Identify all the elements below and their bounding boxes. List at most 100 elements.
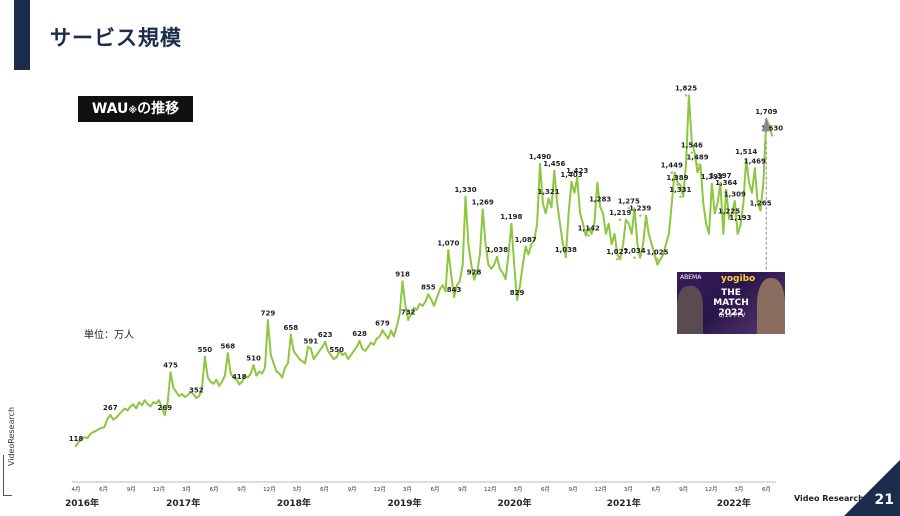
page-title: サービス規模 [50, 26, 182, 50]
data-point [576, 176, 579, 180]
data-label: 418 [232, 373, 247, 381]
annotation-arrowhead [762, 116, 771, 132]
promo-logo: yogibo [721, 274, 756, 284]
data-label: 1,546 [681, 142, 703, 150]
data-label: 1,709 [755, 108, 777, 116]
data-point [633, 256, 636, 259]
x-tick-label: 9月 [237, 486, 246, 493]
x-tick-label: 3月 [734, 486, 743, 493]
data-point [495, 255, 499, 259]
data-label: 1,269 [472, 199, 494, 207]
data-label: 1,025 [646, 249, 668, 257]
data-label: 1,403 [560, 171, 582, 179]
data-label: 1,275 [618, 197, 640, 205]
data-label: 591 [304, 338, 319, 346]
data-point [710, 182, 714, 186]
data-point [570, 180, 573, 184]
data-point [74, 444, 78, 447]
series-line-wau [75, 94, 773, 447]
data-label: 267 [103, 404, 118, 412]
data-label: 1,070 [437, 239, 459, 247]
data-point [618, 218, 622, 221]
unit-label: 単位：万人 [84, 330, 134, 341]
data-label: 658 [284, 324, 299, 332]
data-label: 1,490 [529, 153, 551, 161]
x-tick-label: 12月 [705, 486, 718, 493]
data-point [690, 151, 694, 154]
data-label: 1,309 [724, 190, 746, 198]
data-point [401, 280, 404, 283]
data-label: 1,423 [566, 167, 588, 175]
data-label: 1,364 [715, 179, 737, 187]
data-point [195, 396, 198, 399]
data-point [627, 207, 630, 210]
data-point [169, 371, 172, 374]
data-point [323, 340, 327, 344]
data-point [452, 295, 456, 299]
data-point [538, 162, 542, 166]
x-tick-label: 12月 [595, 486, 608, 493]
x-tick-label: 6月 [652, 486, 661, 493]
year-label: 2020年 [497, 497, 531, 509]
footer-brand: Video Research Ltd. [794, 494, 885, 503]
chart-badge: WAU※の推移 [78, 96, 193, 122]
data-point [464, 195, 467, 199]
data-label: 1,027 [606, 248, 628, 256]
data-label: 855 [421, 284, 436, 292]
data-label: 623 [318, 331, 333, 339]
data-point [335, 355, 338, 359]
data-point [759, 209, 762, 212]
promo-headline: THE MATCH 2022 [705, 288, 757, 318]
data-point [564, 255, 567, 259]
promo-image: ABEMA yogibo THE MATCH 2022 6/19 PPV [677, 272, 785, 334]
data-label: 628 [352, 330, 367, 338]
data-point [407, 318, 410, 321]
x-tick-label: 3月 [182, 486, 191, 493]
badge-mark: ※ [128, 106, 138, 116]
badge-main: WAU [91, 101, 129, 117]
data-point [447, 249, 450, 252]
data-label: 1,825 [675, 84, 697, 92]
side-brand-mark [3, 455, 12, 496]
x-tick-label: 6月 [762, 486, 771, 493]
data-label: 269 [157, 404, 172, 412]
x-tick-label: 9月 [348, 486, 357, 493]
data-point [203, 355, 207, 359]
data-label: 118 [69, 435, 84, 443]
x-tick-label: 3月 [513, 486, 522, 493]
data-point [481, 208, 484, 211]
data-label: 1,283 [589, 196, 611, 204]
data-point [553, 169, 556, 173]
promo-subline: 6/19 PPV [718, 312, 746, 319]
x-tick-label: 3月 [292, 486, 301, 493]
x-tick-label: 6月 [431, 486, 440, 493]
data-label: 475 [163, 362, 178, 370]
year-label: 2019年 [387, 497, 421, 509]
data-point [266, 319, 270, 322]
data-point [724, 188, 728, 192]
x-tick-label: 6月 [541, 486, 550, 493]
data-label: 1,331 [669, 186, 691, 194]
page-number-corner [844, 460, 900, 516]
data-label: 1,034 [623, 247, 645, 255]
data-label: 1,397 [709, 172, 731, 180]
data-point [309, 347, 313, 350]
data-point [289, 333, 293, 337]
promo-headline-1: THE MATCH [713, 288, 749, 308]
data-label: 1,393 [701, 173, 723, 181]
data-point [587, 234, 590, 237]
data-label: 510 [246, 354, 261, 362]
data-point [739, 223, 742, 227]
promo-headline-2: 2022 [718, 308, 744, 318]
x-tick-label: 3月 [624, 486, 633, 493]
data-point [770, 134, 774, 137]
year-label: 2016年 [65, 497, 99, 509]
data-point [598, 205, 602, 208]
data-label: 1,469 [744, 157, 766, 165]
year-label: 2022年 [717, 497, 751, 509]
data-point [381, 329, 384, 332]
data-label: 679 [375, 320, 390, 328]
promo-fighter-left [677, 286, 703, 334]
data-point [472, 278, 476, 281]
x-tick-label: 4月 [72, 486, 81, 493]
